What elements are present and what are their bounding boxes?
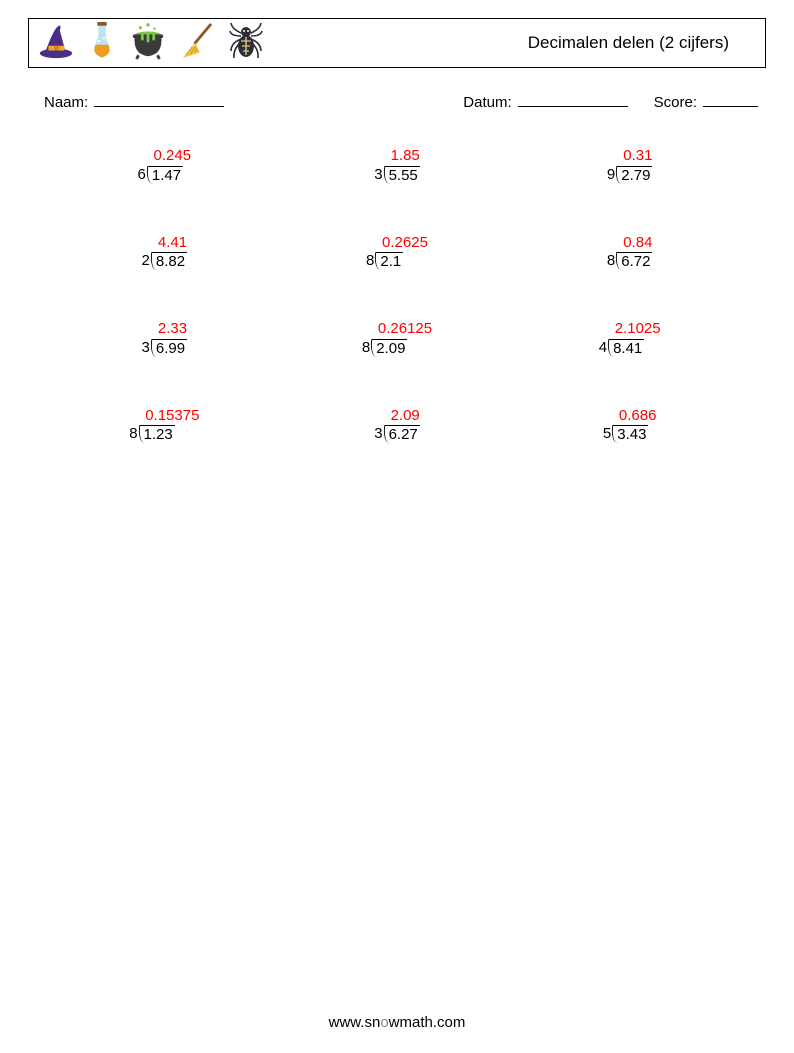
cauldron-icon <box>129 22 167 65</box>
quotient: 0.686 <box>603 407 657 426</box>
footer-prefix: www.sn <box>329 1014 381 1031</box>
quotient: 2.09 <box>374 407 420 426</box>
quotient: 4.41 <box>142 234 188 253</box>
date-blank[interactable] <box>518 92 628 107</box>
division-problem: 4.4128.82 <box>48 234 281 273</box>
dividend: 2.1 <box>376 252 403 272</box>
division-problem: 0.8486.72 <box>513 234 746 273</box>
division-problem: 2.102548.41 <box>513 320 746 359</box>
footer-o: o <box>380 1014 388 1031</box>
division-problem: 0.68653.43 <box>513 407 746 446</box>
dividend: 6.72 <box>617 252 652 272</box>
division-problem: 0.262582.1 <box>281 234 514 273</box>
dividend: 1.23 <box>140 425 175 445</box>
name-blank[interactable] <box>94 92 224 107</box>
quotient: 0.245 <box>138 147 192 166</box>
division-problem: 0.2612582.09 <box>281 320 514 359</box>
quotient: 0.2625 <box>366 234 428 253</box>
potion-flask-icon <box>87 22 117 65</box>
dividend: 2.09 <box>372 339 407 359</box>
problems-grid: 0.24561.471.8535.550.3192.794.4128.820.2… <box>28 147 766 445</box>
quotient: 2.33 <box>142 320 188 339</box>
division-problem: 2.3336.99 <box>48 320 281 359</box>
quotient: 2.1025 <box>599 320 661 339</box>
name-label: Naam: <box>44 94 88 111</box>
dividend: 6.27 <box>385 425 420 445</box>
quotient: 0.84 <box>607 234 653 253</box>
broom-icon <box>179 21 217 66</box>
quotient: 0.31 <box>607 147 653 166</box>
division-problem: 0.24561.47 <box>48 147 281 186</box>
dividend: 3.43 <box>613 425 648 445</box>
dividend: 2.79 <box>617 166 652 186</box>
quotient: 0.15375 <box>129 407 199 426</box>
score-label: Score: <box>654 94 697 111</box>
score-blank[interactable] <box>703 92 758 107</box>
worksheet-title: Decimalen delen (2 cijfers) <box>528 33 729 53</box>
spider-icon <box>229 21 263 66</box>
header-icons <box>37 21 263 66</box>
division-problem: 1.8535.55 <box>281 147 514 186</box>
dividend: 5.55 <box>385 166 420 186</box>
footer-url: www.snowmath.com <box>0 1014 794 1031</box>
footer-suffix: wmath.com <box>389 1014 466 1031</box>
quotient: 1.85 <box>374 147 420 166</box>
worksheet-header: Decimalen delen (2 cijfers) <box>28 18 766 68</box>
dividend: 6.99 <box>152 339 187 359</box>
quotient: 0.26125 <box>362 320 432 339</box>
date-label: Datum: <box>463 94 511 111</box>
division-problem: 2.0936.27 <box>281 407 514 446</box>
dividend: 8.41 <box>609 339 644 359</box>
meta-row: Naam: Datum: Score: <box>28 92 766 111</box>
division-problem: 0.3192.79 <box>513 147 746 186</box>
dividend: 1.47 <box>148 166 183 186</box>
witch-hat-icon <box>37 22 75 65</box>
dividend: 8.82 <box>152 252 187 272</box>
division-problem: 0.1537581.23 <box>48 407 281 446</box>
